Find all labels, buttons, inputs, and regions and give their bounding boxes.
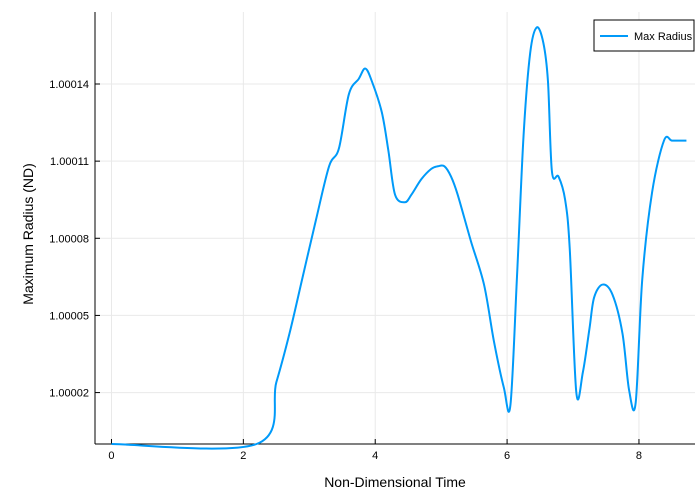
x-tick-label: 4 <box>372 450 378 462</box>
series-layer <box>111 26 687 450</box>
x-tick-label: 8 <box>636 450 642 462</box>
series-line-max-radius <box>111 26 687 450</box>
y-tick-label: 1.00008 <box>49 233 89 245</box>
tick-marks <box>95 83 640 444</box>
legend: Max Radius <box>593 19 695 52</box>
y-tick-label: 1.00011 <box>50 156 89 168</box>
x-tick-label: 2 <box>240 450 246 462</box>
y-axis-title: Maximum Radius (ND) <box>20 163 36 305</box>
y-tick-label: 1.00014 <box>49 79 89 91</box>
x-axis-title: Non-Dimensional Time <box>324 474 466 490</box>
x-tick-label: 0 <box>108 450 114 462</box>
grid-lines <box>95 12 695 444</box>
legend-label-max-radius: Max Radius <box>634 31 693 43</box>
y-tick-label: 1.00005 <box>49 310 89 322</box>
tick-labels: 0 2 4 6 8 1.00002 1.00005 1.00008 1.00011 1.00014 <box>49 79 642 462</box>
y-tick-label: 1.00002 <box>49 388 89 400</box>
x-tick-label: 6 <box>504 450 510 462</box>
